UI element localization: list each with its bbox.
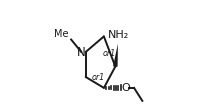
Text: N: N <box>77 46 86 58</box>
Text: Me: Me <box>54 29 68 39</box>
Text: or1: or1 <box>103 49 116 58</box>
Text: O: O <box>122 83 131 93</box>
Text: or1: or1 <box>92 73 105 82</box>
Text: NH₂: NH₂ <box>108 30 129 40</box>
Polygon shape <box>113 44 118 67</box>
